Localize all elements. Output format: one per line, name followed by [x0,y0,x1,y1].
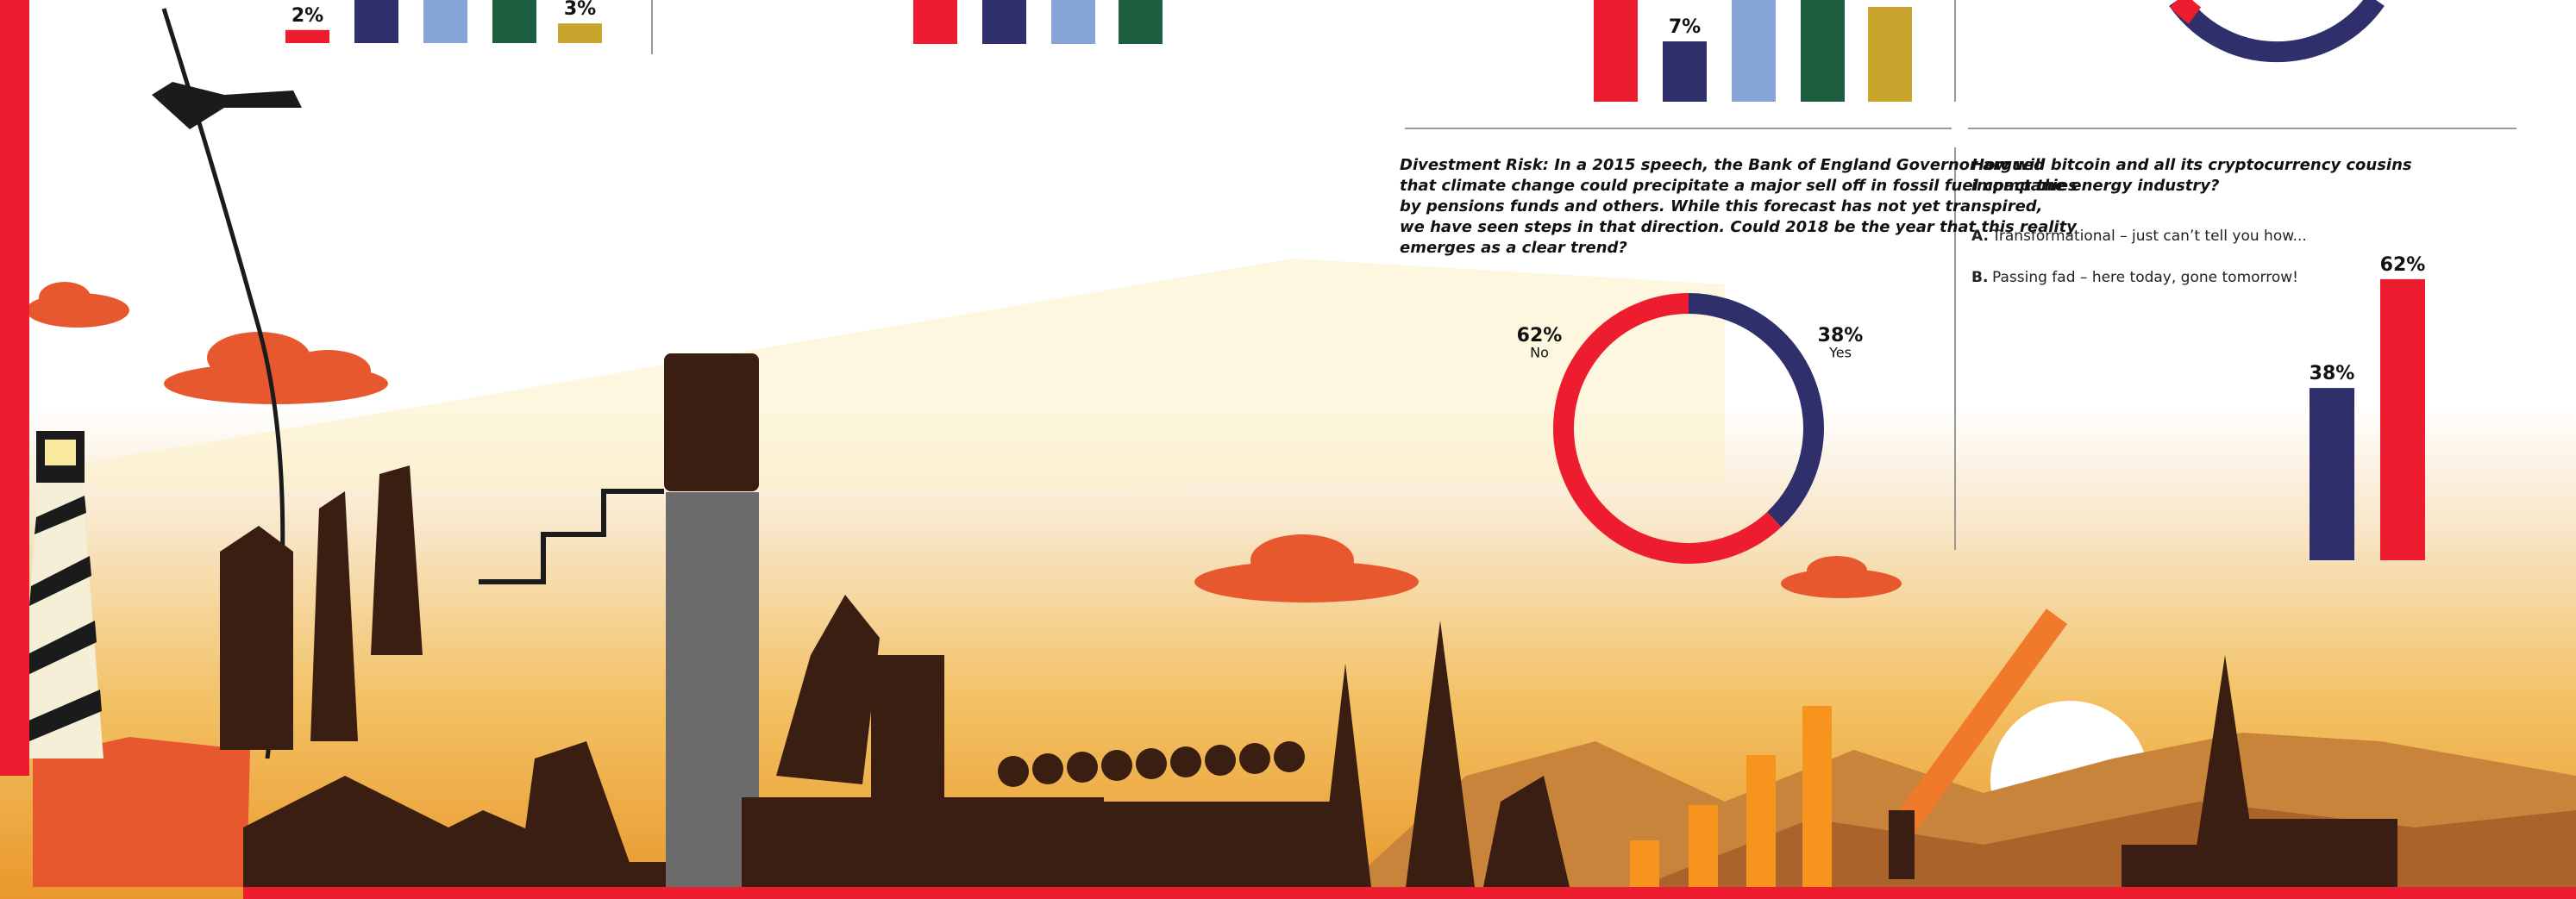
category-label: Yes [1828,345,1852,361]
vaulter [152,82,302,129]
bar-fragment [1051,0,1095,44]
bar [1663,41,1707,102]
value-label: 11% [1867,0,1913,3]
bar [1868,7,1912,102]
option-letter: A. [1971,228,1989,245]
donut-fragment [2178,0,2195,16]
value-label: 7% [1669,16,1701,38]
bar-fragment [1119,0,1163,44]
bar-fragment [354,0,398,43]
bar-fragment [1594,0,1638,102]
bar-fragment [492,0,536,43]
bar-fragment [1732,0,1776,102]
question-line: Divestment Risk: In a 2015 speech, the B… [1400,156,2046,174]
option-letter: B. [1971,269,1988,286]
rocks [33,737,250,887]
question-line: impact the energy industry? [1971,177,2219,195]
question-line: by pensions funds and others. While this… [1400,197,2043,215]
question-line: emerges as a clear trend? [1400,239,1627,257]
bar [2380,279,2425,560]
bar [558,23,602,43]
option-text: Transformational – just can’t tell you h… [1991,228,2307,245]
background-scene [0,0,2576,899]
value-label: 62% [1517,325,1563,346]
value-label: 3% [564,0,596,20]
bottom-stripe [243,887,2576,899]
infographic: 2% 3% 7% 11% Divestment Risk: In a 2015 spee… [0,0,2576,899]
donut-fragment [2178,0,2376,52]
bar [2310,388,2354,560]
bar-fragment [423,0,467,43]
left-stripe [0,0,29,776]
option-text: Passing fad – here today, gone tomorrow! [1992,269,2298,286]
value-label: 62% [2380,254,2426,276]
value-label: 38% [1818,325,1864,346]
bar-fragment [913,0,957,44]
bar [285,30,329,43]
value-label: 2% [291,5,323,27]
page: {"chart_data": [ {"type": "bar", "values… [0,0,2576,899]
bar-fragment [982,0,1026,44]
bar-fragment [1801,0,1845,102]
category-label: No [1530,345,1549,361]
value-label: 38% [2310,363,2355,384]
question-line: How will bitcoin and all its cryptocurre… [1971,156,2412,174]
